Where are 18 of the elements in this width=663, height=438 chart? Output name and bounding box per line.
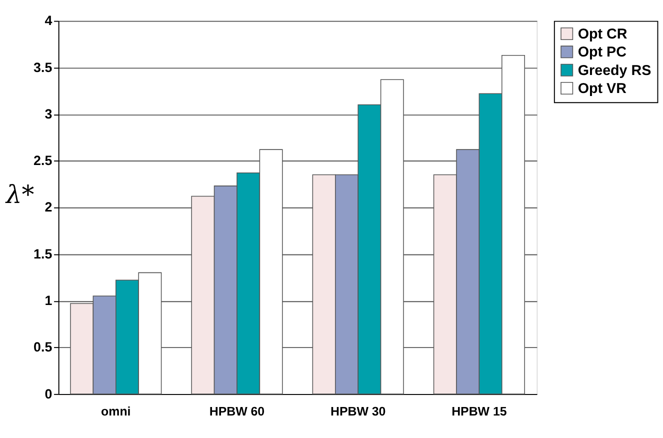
y-tick-label: 3.5: [34, 60, 53, 75]
y-tick-label: 2: [44, 200, 52, 215]
y-tick-label: 0.5: [34, 340, 53, 355]
x-tick-label: omni: [101, 404, 131, 418]
y-axis-title: λ*: [5, 180, 35, 210]
y-tick-label: 4: [44, 13, 53, 28]
legend-label: Opt VR: [578, 81, 628, 98]
legend-label: Opt PC: [578, 44, 626, 61]
x-tick-label: HPBW 60: [209, 404, 265, 418]
legend-label: Opt CR: [578, 26, 628, 43]
x-tick-label: HPBW 30: [330, 404, 386, 418]
y-tick-label: 1.5: [34, 246, 53, 262]
legend-label: Greedy RS: [578, 62, 652, 79]
y-tick-label: 2.5: [34, 153, 53, 168]
y-tick-label: 1: [44, 292, 53, 308]
y-tick-label: 3: [44, 106, 52, 122]
x-tick-label: HPBW 15: [452, 404, 507, 418]
y-tick-label: 0: [44, 386, 52, 402]
